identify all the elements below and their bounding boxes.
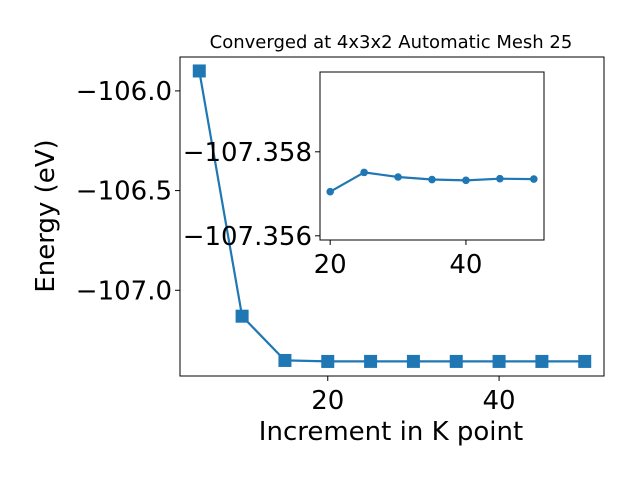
- main-data-point: [364, 354, 378, 368]
- main-data-point: [578, 354, 592, 368]
- inset-x-tick-label: 20: [314, 250, 347, 280]
- main-data-point: [321, 354, 335, 368]
- inset-plot-area: 20 40 −107.358 −107.356: [183, 71, 545, 280]
- inset-x-tick-label: 40: [449, 250, 482, 280]
- main-y-tick-label: −106.5: [76, 177, 172, 207]
- main-y-tick-label: −106.0: [76, 77, 172, 107]
- inset-data-point: [530, 175, 538, 183]
- inset-plot-frame: [319, 71, 545, 241]
- inset-data-point: [428, 175, 436, 184]
- inset-data-point: [394, 173, 402, 181]
- inset-data-point: [360, 168, 368, 177]
- main-y-tick-label: −107.0: [76, 276, 172, 306]
- main-data-point: [406, 354, 420, 368]
- inset-data-point: [326, 187, 334, 196]
- chart-title: Converged at 4x3x2 Automatic Mesh 25: [210, 32, 573, 53]
- main-x-tick-label: 40: [483, 386, 516, 416]
- x-axis-label: Increment in K point: [259, 417, 523, 447]
- main-data-point: [192, 64, 206, 78]
- inset-y-tick-label: −107.358: [183, 138, 312, 168]
- inset-y-tick-label: −107.356: [183, 222, 312, 252]
- inset-data-point: [496, 174, 504, 183]
- main-data-point: [235, 309, 249, 323]
- main-data-point: [278, 353, 292, 367]
- y-axis-label: Energy (eV): [31, 139, 61, 292]
- main-data-point: [449, 354, 463, 368]
- main-data-point: [535, 354, 549, 368]
- main-data-point: [492, 354, 506, 368]
- main-x-tick-label: 20: [311, 386, 344, 416]
- inset-data-point: [462, 176, 470, 185]
- main-series-line: [198, 70, 585, 363]
